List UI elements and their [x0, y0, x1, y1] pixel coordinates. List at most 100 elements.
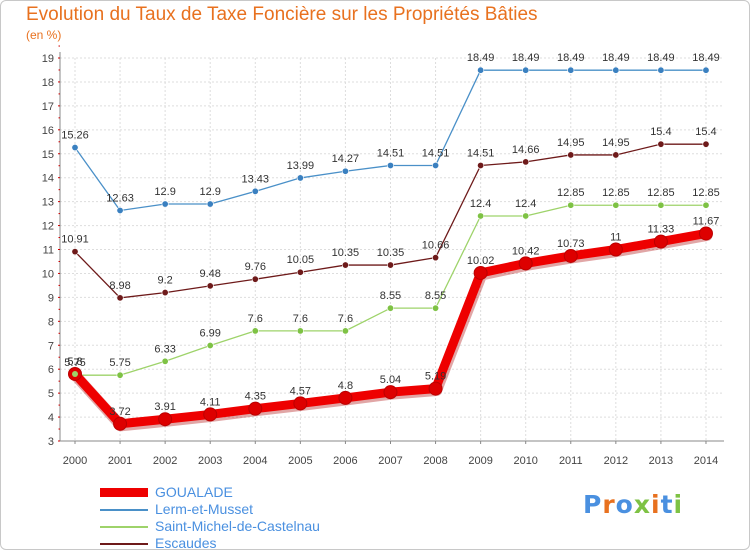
data-label-escaudes: 10.35 [377, 247, 405, 259]
data-point-saint-michel-de-castelnau [567, 201, 575, 209]
data-point-goualade [113, 416, 128, 431]
data-point-saint-michel-de-castelnau [477, 212, 485, 220]
data-label-lerm-et-musset: 14.51 [377, 147, 405, 159]
data-point-escaudes [567, 151, 575, 159]
data-point-saint-michel-de-castelnau [522, 212, 530, 220]
x-tick-label: 2009 [468, 455, 492, 467]
logo-letter: x [633, 490, 651, 519]
data-label-escaudes: 10.66 [422, 240, 450, 252]
y-tick-label: 16 [42, 125, 54, 137]
y-tick-label: 10 [42, 268, 54, 280]
data-point-saint-michel-de-castelnau [206, 341, 214, 349]
data-point-escaudes [161, 289, 169, 297]
data-label-saint-michel-de-castelnau: 12.85 [557, 187, 585, 199]
data-label-lerm-et-musset: 18.49 [602, 52, 630, 64]
legend-swatch-lerm-et-musset [100, 509, 148, 511]
data-point-saint-michel-de-castelnau [386, 304, 394, 312]
data-point-goualade [158, 412, 173, 427]
data-point-goualade [293, 396, 308, 411]
data-point-escaudes [71, 248, 79, 256]
data-point-goualade [338, 390, 353, 405]
data-point-lerm-et-musset [657, 66, 665, 74]
data-point-saint-michel-de-castelnau [341, 327, 349, 335]
data-label-saint-michel-de-castelnau: 12.85 [602, 187, 630, 199]
data-label-lerm-et-musset: 12.63 [106, 192, 134, 204]
data-label-saint-michel-de-castelnau: 12.4 [470, 198, 491, 210]
data-label-escaudes: 15.4 [695, 126, 716, 138]
y-tick-label: 5 [48, 388, 54, 400]
y-tick-label: 14 [42, 173, 54, 185]
legend-label-lerm-et-musset: Lerm-et-Musset [155, 501, 254, 517]
data-point-lerm-et-musset [386, 161, 394, 169]
data-label-goualade: 3.72 [109, 406, 130, 418]
chart-title: Evolution du Taux de Taxe Foncière sur l… [26, 4, 538, 25]
data-point-goualade [203, 407, 218, 422]
data-label-escaudes: 10.35 [332, 247, 360, 259]
logo-letter: o [615, 490, 634, 519]
data-label-lerm-et-musset: 14.51 [422, 147, 450, 159]
data-point-escaudes [702, 140, 710, 148]
legend-label-goualade: GOUALADE [155, 484, 233, 500]
data-label-goualade: 10.02 [467, 255, 495, 267]
data-label-escaudes: 14.66 [512, 144, 540, 156]
data-point-goualade [698, 226, 713, 241]
legend-swatch-goualade [100, 488, 148, 497]
data-point-lerm-et-musset [522, 66, 530, 74]
data-point-saint-michel-de-castelnau [251, 327, 259, 335]
data-label-lerm-et-musset: 18.49 [467, 52, 495, 64]
y-tick-label: 9 [48, 292, 54, 304]
data-point-goualade [518, 256, 533, 271]
data-label-lerm-et-musset: 18.49 [512, 52, 540, 64]
data-label-goualade: 4.11 [200, 396, 221, 408]
data-label-saint-michel-de-castelnau: 8.55 [425, 290, 446, 302]
data-label-saint-michel-de-castelnau: 5.75 [109, 357, 130, 369]
data-label-saint-michel-de-castelnau: 6.33 [154, 343, 175, 355]
data-point-lerm-et-musset [206, 200, 214, 208]
data-point-escaudes [296, 268, 304, 276]
data-label-goualade: 5.04 [380, 374, 401, 386]
data-label-goualade: 5.19 [425, 371, 446, 383]
y-tick-label: 6 [48, 364, 54, 376]
data-point-escaudes [612, 151, 620, 159]
data-label-saint-michel-de-castelnau: 12.4 [515, 198, 536, 210]
y-tick-label: 4 [48, 412, 54, 424]
legend-label-escaudes: Escaudes [155, 535, 217, 551]
x-tick-label: 2007 [378, 455, 402, 467]
x-tick-label: 2013 [649, 455, 673, 467]
logo-letter: r [602, 490, 616, 519]
data-label-goualade: 4.8 [338, 380, 353, 392]
data-point-lerm-et-musset [612, 66, 620, 74]
data-label-saint-michel-de-castelnau: 5.75 [64, 357, 85, 369]
data-label-escaudes: 10.91 [61, 234, 89, 246]
x-tick-label: 2005 [288, 455, 312, 467]
y-tick-label: 12 [42, 221, 54, 233]
data-label-lerm-et-musset: 18.49 [692, 52, 720, 64]
logo-letter: t [660, 490, 674, 519]
line-chart: 3 4 5 6 7 8 9 10 11 12 13 14 15 16 17 18 19 2000 2001 2002 2… [42, 45, 724, 467]
data-point-goualade [248, 401, 263, 416]
data-label-goualade: 5.8 [67, 356, 82, 368]
chart-subtitle: (en %) [26, 28, 62, 42]
x-tick-label: 2006 [333, 455, 357, 467]
data-point-overlap-marker [72, 370, 78, 377]
data-label-lerm-et-musset: 18.49 [557, 52, 585, 64]
data-label-lerm-et-musset: 13.99 [287, 160, 315, 172]
logo-letter: i [673, 490, 684, 519]
data-point-lerm-et-musset [296, 174, 304, 182]
logo-letter: P [583, 490, 603, 519]
x-tick-label: 2001 [108, 455, 132, 467]
data-point-escaudes [251, 275, 259, 283]
data-point-saint-michel-de-castelnau [161, 357, 169, 365]
data-label-goualade: 3.91 [154, 401, 175, 413]
data-label-lerm-et-musset: 12.9 [154, 186, 175, 198]
data-label-escaudes: 9.48 [199, 268, 220, 280]
data-label-lerm-et-musset: 18.49 [647, 52, 675, 64]
y-tick-label: 8 [48, 316, 54, 328]
data-point-escaudes [116, 294, 124, 302]
data-point-goualade [653, 234, 668, 249]
data-point-lerm-et-musset [251, 187, 259, 195]
x-tick-label: 2011 [559, 455, 583, 467]
data-point-escaudes [206, 282, 214, 290]
x-tick-label: 2010 [513, 455, 537, 467]
